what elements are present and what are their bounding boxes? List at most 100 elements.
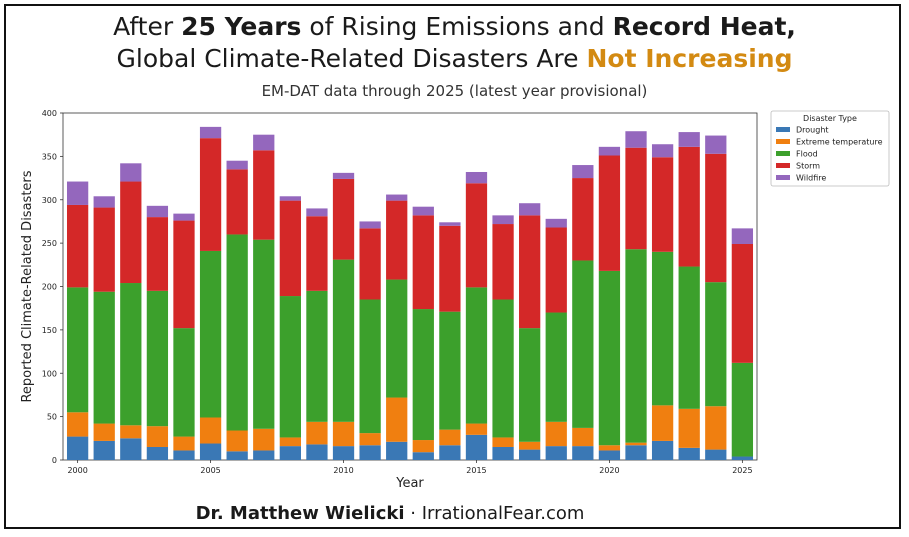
bar-wildfire-2017 — [519, 203, 541, 216]
bar-extreme-temperature-2016 — [492, 437, 514, 447]
bar-extreme-temperature-2007 — [253, 428, 275, 451]
bar-wildfire-2010 — [332, 172, 355, 179]
x-tick-label: 2005 — [200, 466, 220, 475]
bar-drought-2024 — [705, 449, 727, 460]
bar-storm-2024 — [705, 153, 727, 283]
bar-drought-2002 — [120, 438, 142, 460]
bar-storm-2004 — [173, 220, 195, 329]
legend-swatch-wildfire — [776, 175, 790, 180]
bar-storm-2006 — [226, 169, 248, 235]
chart-subtitle: EM-DAT data through 2025 (latest year pr… — [261, 82, 648, 100]
bar-flood-2008 — [279, 296, 301, 438]
bar-extreme-temperature-2010 — [332, 421, 355, 447]
bar-wildfire-2004 — [173, 213, 195, 221]
bar-drought-2007 — [253, 450, 275, 460]
bar-storm-2021 — [625, 147, 647, 250]
bar-flood-2010 — [332, 259, 355, 422]
bar-extreme-temperature-2020 — [598, 445, 621, 451]
bar-flood-2013 — [412, 309, 434, 441]
bar-flood-2012 — [386, 279, 408, 398]
bar-extreme-temperature-2002 — [120, 425, 142, 439]
bar-wildfire-2001 — [93, 196, 115, 208]
bar-flood-2007 — [253, 239, 275, 429]
bar-storm-2008 — [279, 200, 301, 297]
bar-wildfire-2003 — [146, 205, 169, 218]
bar-flood-2021 — [625, 249, 647, 443]
bar-drought-2025 — [731, 456, 754, 460]
bar-drought-2020 — [598, 450, 621, 460]
y-tick-label: 0 — [52, 456, 57, 465]
bar-flood-2004 — [173, 328, 195, 437]
bar-drought-2004 — [173, 450, 195, 460]
y-tick-label: 350 — [42, 152, 57, 161]
bar-wildfire-2008 — [279, 196, 301, 201]
bar-drought-2000 — [66, 436, 89, 460]
bar-drought-2016 — [492, 446, 514, 460]
bar-storm-2007 — [253, 150, 275, 240]
bar-flood-2002 — [120, 283, 142, 426]
bar-flood-2016 — [492, 299, 514, 438]
bar-extreme-temperature-2001 — [93, 423, 115, 441]
bar-wildfire-2023 — [678, 132, 700, 147]
bar-drought-2022 — [651, 440, 674, 460]
y-tick-label: 100 — [42, 369, 57, 378]
bar-storm-2020 — [598, 155, 621, 271]
bar-extreme-temperature-2000 — [66, 412, 89, 437]
legend-swatch-extreme-temperature — [776, 139, 790, 144]
bar-drought-2005 — [199, 443, 222, 460]
footer-credit: Dr. Matthew Wielicki · IrrationalFear.co… — [195, 503, 585, 524]
bar-drought-2023 — [678, 447, 700, 460]
bar-storm-2000 — [66, 204, 89, 288]
bar-extreme-temperature-2023 — [678, 408, 700, 448]
bar-storm-2013 — [412, 215, 434, 310]
y-tick-label: 250 — [42, 239, 57, 248]
bar-drought-2019 — [572, 446, 594, 460]
legend-swatch-drought — [776, 127, 790, 132]
bar-storm-2005 — [199, 138, 222, 251]
bar-storm-2019 — [572, 178, 594, 261]
bar-storm-2015 — [465, 183, 488, 288]
bar-storm-2001 — [93, 207, 115, 292]
y-tick-label: 200 — [42, 283, 57, 292]
bar-wildfire-2024 — [705, 135, 727, 154]
bar-wildfire-2011 — [359, 221, 381, 229]
y-tick-label: 400 — [42, 109, 57, 118]
bar-wildfire-2018 — [545, 218, 567, 228]
bar-drought-2015 — [465, 434, 488, 460]
bar-extreme-temperature-2017 — [519, 441, 541, 450]
bar-storm-2022 — [651, 157, 674, 252]
bar-flood-2006 — [226, 234, 248, 431]
bar-wildfire-2009 — [306, 208, 328, 217]
bar-wildfire-2000 — [66, 181, 89, 205]
bar-storm-2017 — [519, 215, 541, 329]
bar-flood-2001 — [93, 291, 115, 424]
bar-drought-2009 — [306, 444, 328, 460]
bar-drought-2003 — [146, 446, 169, 460]
bar-wildfire-2012 — [386, 194, 408, 201]
x-tick-label: 2020 — [599, 466, 619, 475]
chart-title-line-2: Global Climate-Related Disasters Are Not… — [116, 44, 793, 73]
bar-wildfire-2022 — [651, 144, 674, 158]
bar-flood-2009 — [306, 290, 328, 422]
y-tick-label: 150 — [42, 326, 57, 335]
bar-extreme-temperature-2006 — [226, 430, 248, 452]
bar-drought-2012 — [386, 441, 408, 460]
bar-wildfire-2019 — [572, 165, 594, 179]
bar-extreme-temperature-2009 — [306, 421, 328, 445]
bar-storm-2011 — [359, 228, 381, 300]
bar-wildfire-2005 — [199, 126, 222, 139]
chart-title-line-1: After 25 Years of Rising Emissions and R… — [113, 12, 796, 41]
bar-flood-2003 — [146, 290, 169, 427]
legend-label: Extreme temperature — [796, 138, 883, 147]
bar-flood-2019 — [572, 260, 594, 428]
bar-drought-2021 — [625, 445, 647, 460]
bar-storm-2009 — [306, 216, 328, 291]
bar-storm-2025 — [731, 243, 754, 363]
bar-drought-2011 — [359, 445, 381, 460]
bar-drought-2017 — [519, 449, 541, 460]
bar-wildfire-2002 — [120, 163, 142, 182]
bar-flood-2022 — [651, 251, 674, 406]
bar-extreme-temperature-2014 — [439, 429, 461, 446]
bar-flood-2005 — [199, 250, 222, 418]
